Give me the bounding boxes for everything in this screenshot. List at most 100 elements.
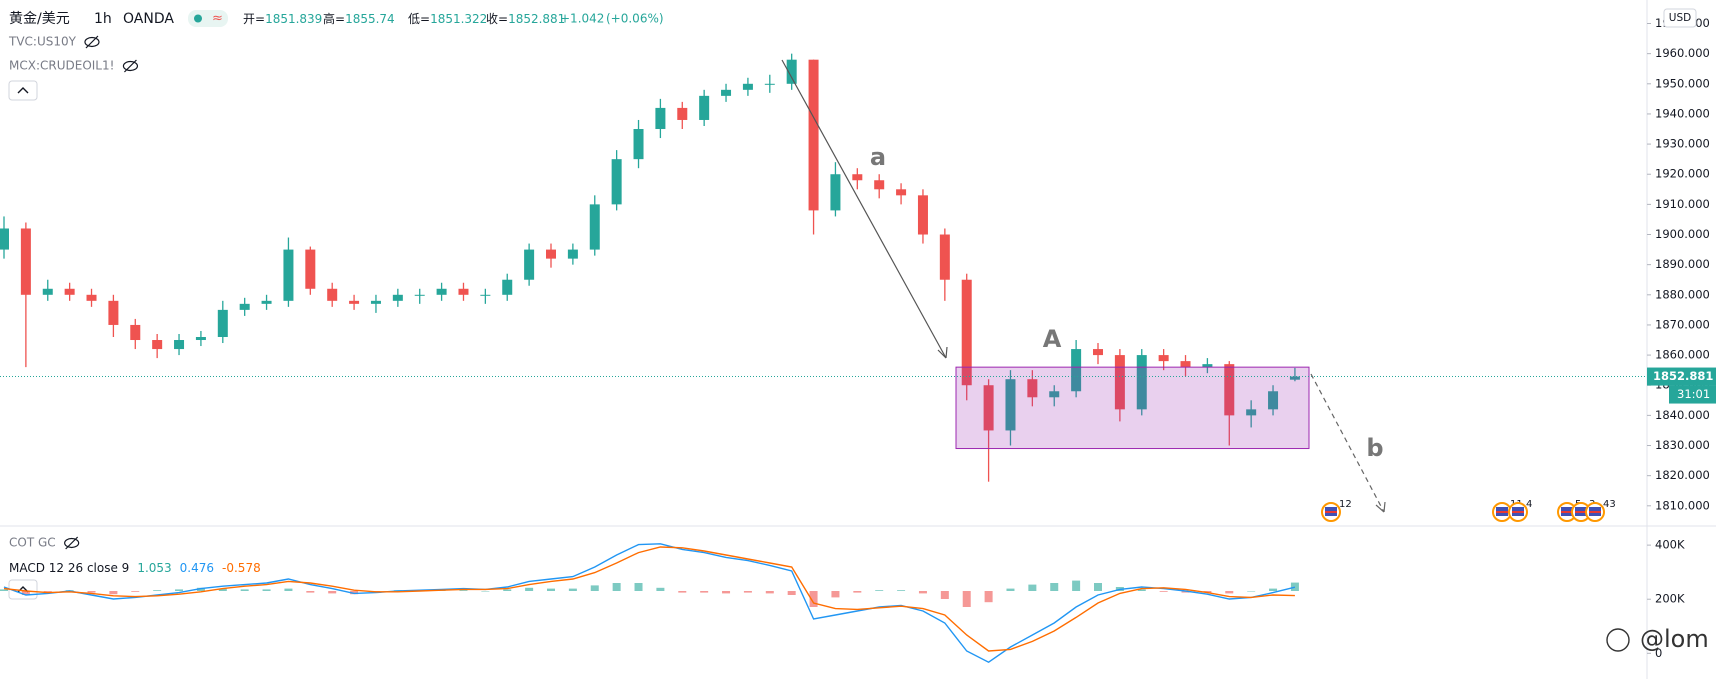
macd-histogram-bar (984, 591, 993, 603)
wave-label: a (870, 143, 886, 171)
candle-body (830, 174, 841, 211)
currency: USD (1669, 12, 1691, 24)
wave-label: b (1366, 434, 1383, 462)
macd-histogram-bar (131, 591, 140, 592)
candle-body (327, 288, 338, 301)
ohlc-value: 1852.881 (508, 12, 565, 26)
ohlc-item: 高=1855.74 (323, 11, 395, 26)
macd-histogram-bar (109, 591, 118, 595)
candle-body (130, 324, 141, 341)
candle-body (64, 288, 75, 295)
ohlc-label: 开= (243, 12, 265, 26)
ohlc-label: 高= (323, 11, 345, 26)
macd-histogram-bar (962, 591, 971, 607)
overlay-label: MCX:CRUDEOIL1! (9, 59, 114, 73)
macd-histogram-bar (809, 591, 818, 607)
candle-body (1071, 349, 1082, 392)
y-tick-label: 1840.000 (1655, 408, 1710, 422)
macd-histogram-bar (590, 585, 599, 591)
status-dot (194, 14, 202, 23)
candle-body (1224, 364, 1235, 416)
macd-histogram-bar (1203, 591, 1212, 593)
watermark-logo (1606, 628, 1630, 652)
candle-body (1289, 376, 1300, 380)
macd-histogram-bar (743, 591, 752, 593)
candle-body (699, 95, 710, 120)
y-tick-label: 1920.000 (1655, 167, 1710, 181)
candle-body (42, 288, 53, 295)
arrow-head (1375, 501, 1386, 513)
candle-body (546, 249, 556, 259)
candle-body (174, 340, 185, 350)
symbol-title: 黄金/美元 (9, 10, 70, 27)
macd-histogram-bar (262, 589, 271, 591)
candle-body (392, 294, 403, 301)
candle-body (874, 180, 885, 190)
macd-histogram-bar (1072, 580, 1081, 591)
macd-histogram-bar (1006, 588, 1015, 591)
macd-histogram-bar (21, 591, 30, 595)
candle-body (86, 294, 97, 301)
interval: 1h (94, 11, 112, 27)
countdown: 31:01 (1677, 387, 1710, 401)
status-pill[interactable] (188, 10, 228, 27)
overlay-label: TVC:US10Y (8, 35, 77, 49)
macd-histogram-bar (87, 591, 96, 593)
candle-body (1180, 361, 1191, 368)
candle-body (458, 288, 469, 295)
macd-histogram-bar (897, 590, 906, 591)
y-tick-label: 1890.000 (1655, 257, 1710, 271)
y-tick-label: 1910.000 (1655, 197, 1710, 211)
candle-body (917, 195, 928, 235)
macd-histogram-bar (1247, 591, 1256, 592)
candle-body (896, 189, 907, 196)
macd-histogram-bar (503, 589, 512, 591)
macd-histogram-bar (940, 591, 949, 599)
wave-label: A (1043, 325, 1062, 353)
candle-body (1268, 391, 1279, 410)
y2-tick-label: 0 (1655, 646, 1662, 660)
candle-body (852, 174, 863, 181)
macd-histogram-bar (1269, 588, 1278, 591)
macd-hist-value: 1.053 (137, 561, 171, 575)
macd-histogram-bar (1290, 582, 1299, 591)
ohlc-value: 1851.839 (265, 12, 322, 26)
candle-body (480, 294, 491, 296)
y-tick-label: 1830.000 (1655, 438, 1710, 452)
candle-body (633, 129, 644, 160)
y2-tick-label: 200K (1655, 592, 1685, 606)
macd-histogram-bar (153, 590, 162, 591)
y-tick-label: 1880.000 (1655, 287, 1710, 301)
y-tick-label: 1940.000 (1655, 106, 1710, 120)
y-tick-label: 1870.000 (1655, 317, 1710, 331)
candle-body (349, 300, 360, 304)
event-label: 12 (1339, 499, 1352, 510)
candle-body (1093, 349, 1103, 356)
candle-body (261, 300, 272, 304)
y2-tick-label: 400K (1655, 538, 1685, 552)
macd-histogram-bar (547, 588, 555, 591)
price-tag-label: 1852.881 (1653, 369, 1713, 383)
watermark: @lom (1640, 625, 1709, 653)
candle-body (764, 83, 775, 85)
y-tick-label: 1810.000 (1655, 498, 1710, 512)
candle-body (611, 159, 622, 205)
macd-histogram-bar (284, 588, 293, 591)
collapse-button[interactable] (8, 80, 38, 101)
status-icon: ≈ (212, 11, 223, 26)
macd-histogram-bar (196, 587, 205, 591)
candle-body (786, 59, 797, 84)
event-label: 4 (1526, 499, 1532, 510)
candle-body (370, 300, 381, 304)
cot-title: COT GC (9, 536, 56, 550)
y-tick-label: 1950.000 (1655, 76, 1710, 90)
macd-histogram-bar (350, 591, 359, 595)
y-tick-label: 1820.000 (1655, 468, 1710, 482)
macd-histogram-bar (634, 583, 643, 591)
macd-histogram-bar (700, 591, 709, 593)
visibility-slash (124, 59, 137, 73)
candle-body (217, 309, 228, 338)
macd-histogram-bar (218, 588, 227, 591)
macd-histogram-bar (1159, 591, 1168, 592)
